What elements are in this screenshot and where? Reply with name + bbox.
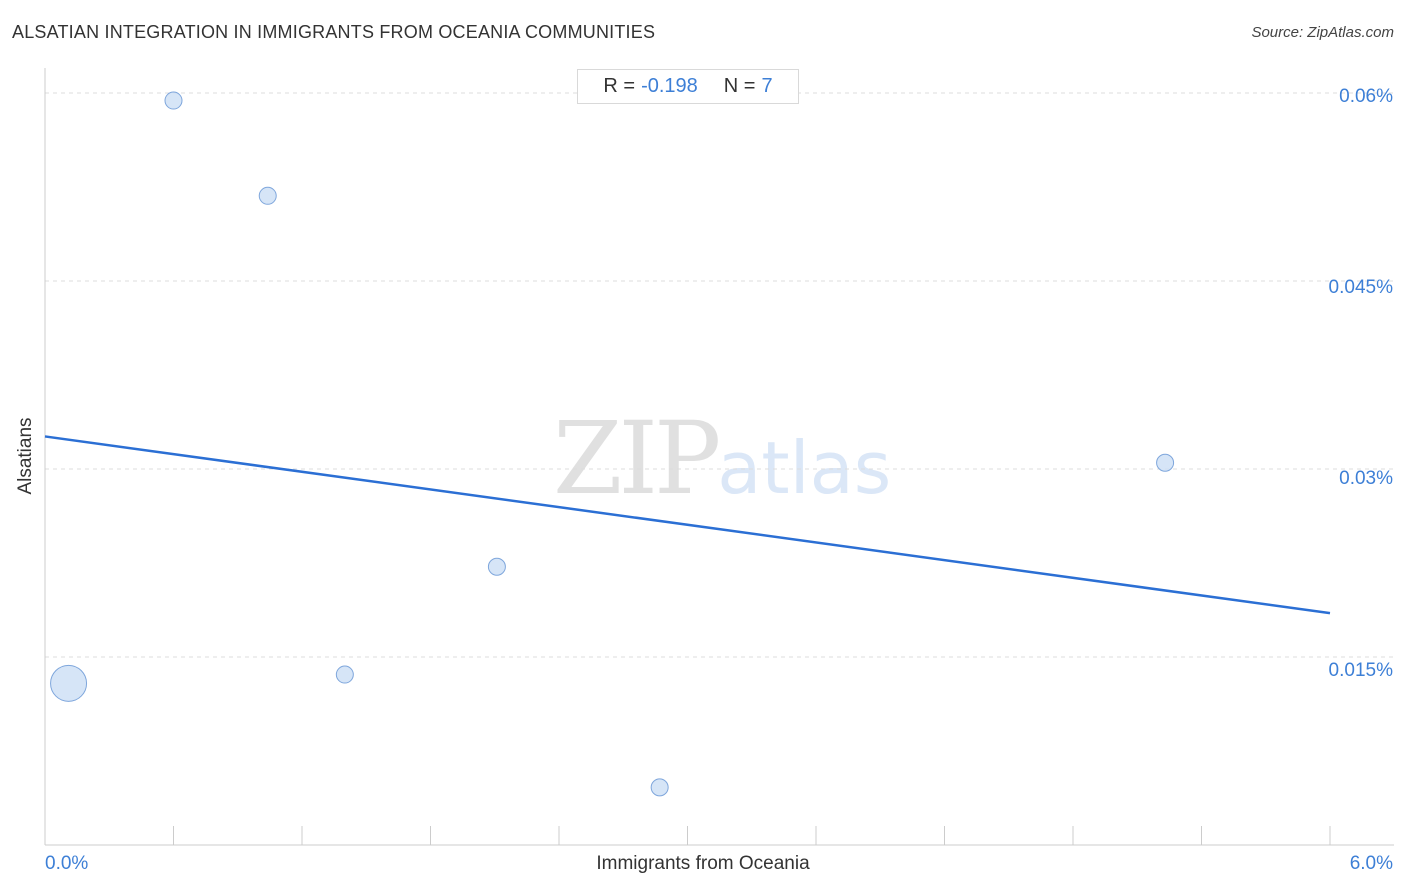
y-tick-label-0.03: 0.03% (1339, 468, 1393, 489)
zipatlas-watermark: ZIPatlas (553, 400, 891, 517)
trend-line (44, 435, 1331, 615)
n-label: N = (723, 75, 756, 97)
r-label: R = (603, 75, 636, 97)
x-tick-label-min: 0.0% (45, 853, 89, 874)
data-point-1 (164, 91, 183, 110)
watermark-zip: ZIP (553, 400, 721, 517)
correlation-stats-box: R = -0.198 N = 7 (577, 69, 799, 104)
data-point-4 (487, 557, 506, 576)
x-tick-label-max: 6.0% (1349, 853, 1393, 874)
data-point-2 (258, 186, 277, 205)
watermark-atlas: atlas (717, 426, 892, 510)
data-point-3 (335, 665, 354, 684)
x-axis-label: Immigrants from Oceania (596, 853, 810, 874)
y-tick-label-0.015: 0.015% (1328, 660, 1393, 681)
data-point-6 (1156, 453, 1175, 472)
data-point-5 (650, 778, 669, 797)
r-value: -0.198 (641, 75, 698, 97)
y-tick-label-0.06: 0.06% (1339, 86, 1393, 107)
source-label: Source: ZipAtlas.com (1251, 24, 1394, 41)
data-point-0 (50, 664, 88, 702)
n-value: 7 (761, 75, 773, 97)
y-axis-label: Alsatians (15, 417, 36, 495)
y-tick-label-0.045: 0.045% (1328, 277, 1393, 298)
chart-title: ALSATIAN INTEGRATION IN IMMIGRANTS FROM … (12, 22, 656, 42)
